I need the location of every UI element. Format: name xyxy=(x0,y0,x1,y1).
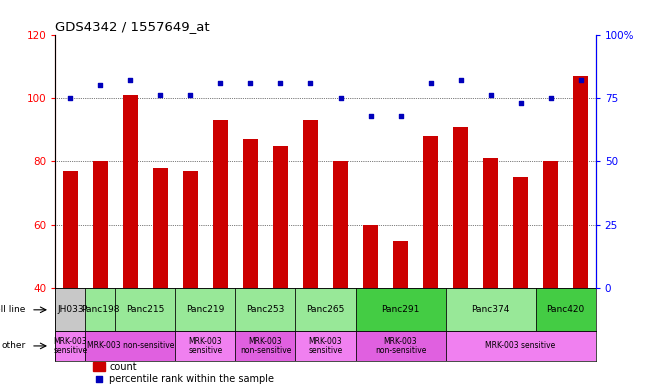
Bar xyxy=(543,161,558,384)
Bar xyxy=(63,171,78,384)
Point xyxy=(516,100,526,106)
Bar xyxy=(243,139,258,384)
Bar xyxy=(55,331,85,361)
Text: Panc291: Panc291 xyxy=(381,305,420,314)
Point xyxy=(155,93,165,99)
Bar xyxy=(536,288,596,331)
Bar xyxy=(153,168,168,384)
Bar xyxy=(445,331,596,361)
Text: Panc219: Panc219 xyxy=(186,305,225,314)
Point xyxy=(365,113,376,119)
Text: MRK-003
non-sensitive: MRK-003 non-sensitive xyxy=(375,337,426,355)
Bar xyxy=(453,127,468,384)
Bar xyxy=(213,120,228,384)
Text: count: count xyxy=(109,362,137,372)
Bar xyxy=(175,288,236,331)
Point xyxy=(65,95,76,101)
Bar xyxy=(513,177,528,384)
Point xyxy=(456,77,466,83)
Bar xyxy=(273,146,288,384)
Point xyxy=(546,95,556,101)
Point xyxy=(486,93,496,99)
Text: Panc420: Panc420 xyxy=(547,305,585,314)
Text: Panc215: Panc215 xyxy=(126,305,165,314)
Bar xyxy=(363,225,378,384)
Text: Panc374: Panc374 xyxy=(471,305,510,314)
Text: JH033: JH033 xyxy=(57,305,84,314)
Bar xyxy=(85,288,115,331)
Point xyxy=(245,80,256,86)
Text: Panc253: Panc253 xyxy=(246,305,284,314)
Text: MRK-003
sensitive: MRK-003 sensitive xyxy=(188,337,223,355)
Text: Panc198: Panc198 xyxy=(81,305,120,314)
Bar xyxy=(93,362,105,371)
Text: percentile rank within the sample: percentile rank within the sample xyxy=(109,374,274,384)
Text: cell line: cell line xyxy=(0,305,25,314)
Point xyxy=(186,93,196,99)
Bar xyxy=(85,331,175,361)
Bar xyxy=(573,76,588,384)
Point xyxy=(94,376,104,382)
Point xyxy=(335,95,346,101)
Bar xyxy=(236,288,296,331)
Bar xyxy=(333,161,348,384)
Bar xyxy=(123,95,138,384)
Text: other: other xyxy=(1,341,25,351)
Bar xyxy=(423,136,438,384)
Bar xyxy=(115,288,175,331)
Point xyxy=(305,80,316,86)
Point xyxy=(215,80,226,86)
Text: Panc265: Panc265 xyxy=(307,305,344,314)
Text: MRK-003 non-sensitive: MRK-003 non-sensitive xyxy=(87,341,174,351)
Bar xyxy=(236,331,296,361)
Bar xyxy=(183,171,198,384)
Text: MRK-003 sensitive: MRK-003 sensitive xyxy=(486,341,556,351)
Point xyxy=(395,113,406,119)
Text: MRK-003
sensitive: MRK-003 sensitive xyxy=(53,337,87,355)
Point xyxy=(95,82,105,88)
Point xyxy=(575,77,586,83)
Bar xyxy=(296,288,355,331)
Point xyxy=(425,80,436,86)
Bar xyxy=(93,161,108,384)
Bar xyxy=(296,331,355,361)
Bar xyxy=(355,331,445,361)
Bar xyxy=(355,288,445,331)
Point xyxy=(125,77,135,83)
Bar xyxy=(175,331,236,361)
Bar xyxy=(393,241,408,384)
Text: GDS4342 / 1557649_at: GDS4342 / 1557649_at xyxy=(55,20,210,33)
Bar xyxy=(55,288,85,331)
Text: MRK-003
non-sensitive: MRK-003 non-sensitive xyxy=(240,337,291,355)
Bar xyxy=(483,158,498,384)
Bar xyxy=(303,120,318,384)
Text: MRK-003
sensitive: MRK-003 sensitive xyxy=(309,337,342,355)
Bar xyxy=(445,288,536,331)
Point xyxy=(275,80,286,86)
